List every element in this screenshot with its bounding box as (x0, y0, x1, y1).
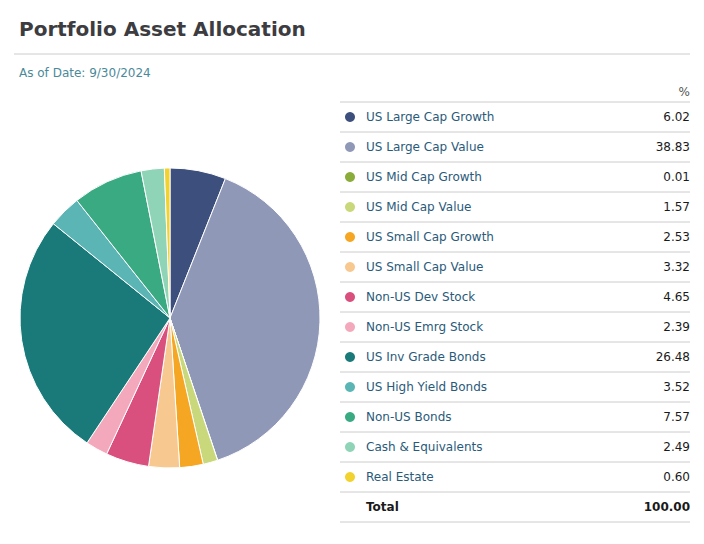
svg-text:US Small Cap Value: US Small Cap Value (366, 260, 483, 274)
svg-text:2.53: 2.53 (663, 230, 690, 244)
svg-text:1.57: 1.57 (663, 200, 690, 214)
svg-text:Total: Total (366, 500, 399, 514)
svg-text:7.57: 7.57 (663, 410, 690, 424)
svg-text:US Mid Cap Value: US Mid Cap Value (366, 200, 471, 214)
svg-text:Cash & Equivalents: Cash & Equivalents (366, 440, 482, 454)
svg-text:4.65: 4.65 (663, 290, 690, 304)
svg-text:38.83: 38.83 (656, 140, 690, 154)
svg-text:26.48: 26.48 (656, 350, 690, 364)
svg-text:As of Date: 9/30/2024: As of Date: 9/30/2024 (19, 66, 151, 80)
svg-text:100.00: 100.00 (644, 500, 690, 514)
svg-text:US High Yield Bonds: US High Yield Bonds (366, 380, 487, 394)
svg-text:Non-US Bonds: Non-US Bonds (366, 410, 452, 424)
svg-text:2.49: 2.49 (663, 440, 690, 454)
svg-text:Real Estate: Real Estate (366, 470, 434, 484)
svg-text:6.02: 6.02 (663, 110, 690, 124)
svg-text:Non-US Emrg Stock: Non-US Emrg Stock (366, 320, 483, 334)
svg-text:US Small Cap Growth: US Small Cap Growth (366, 230, 494, 244)
svg-text:3.52: 3.52 (663, 380, 690, 394)
svg-text:2.39: 2.39 (663, 320, 690, 334)
svg-text:3.32: 3.32 (663, 260, 690, 274)
svg-text:US Inv Grade Bonds: US Inv Grade Bonds (366, 350, 486, 364)
svg-text:US Large Cap Growth: US Large Cap Growth (366, 110, 494, 124)
svg-text:Non-US Dev Stock: Non-US Dev Stock (366, 290, 475, 304)
svg-text:US Mid Cap Growth: US Mid Cap Growth (366, 170, 482, 184)
svg-text:US Large Cap Value: US Large Cap Value (366, 140, 484, 154)
svg-text:0.60: 0.60 (663, 470, 690, 484)
svg-text:0.01: 0.01 (663, 170, 690, 184)
svg-text:Portfolio Asset Allocation: Portfolio Asset Allocation (19, 17, 306, 41)
svg-text:%: % (679, 85, 690, 99)
